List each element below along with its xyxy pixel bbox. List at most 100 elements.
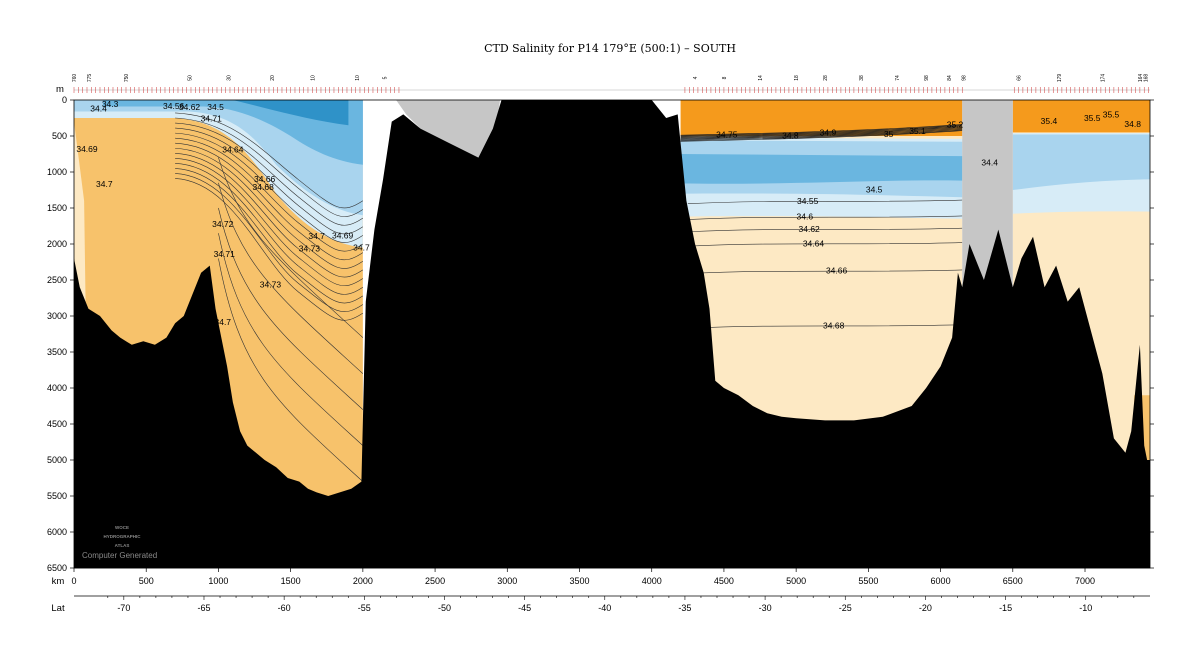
- latitude-tick-label: -65: [197, 603, 210, 613]
- contour-label: 34.4: [90, 103, 107, 113]
- contour-label: 34.4: [981, 158, 998, 168]
- contour-south-10: [175, 163, 364, 295]
- contour-label: 34.8: [1124, 119, 1141, 129]
- contour-label: 34.68: [253, 182, 275, 192]
- distance-tick-label: 4500: [714, 576, 734, 586]
- latitude-tick-label: -70: [117, 603, 130, 613]
- contour-label: 34.62: [799, 224, 821, 234]
- south-fresh-band-3: [102, 100, 363, 165]
- distance-tick-label: 5500: [858, 576, 878, 586]
- contour-label: 34.56: [163, 101, 185, 111]
- watermark-line-1: WOCE: [115, 525, 129, 530]
- contour-label: 34.64: [222, 145, 244, 155]
- contour-label: 35: [884, 129, 894, 139]
- far-north-saline-surface: [1012, 100, 1150, 133]
- station-label: 98: [924, 75, 930, 81]
- contour-south-8: [175, 152, 364, 278]
- depth-tick-label: 3000: [47, 311, 67, 321]
- distance-tick-label: 7000: [1075, 576, 1095, 586]
- contour-label: 35.1: [909, 126, 926, 136]
- station-label: 168: [1144, 74, 1150, 83]
- latitude-tick-label: -50: [438, 603, 451, 613]
- depth-tick-label: 6000: [47, 527, 67, 537]
- depth-tick-label: 2000: [47, 239, 67, 249]
- station-label: 10: [355, 75, 361, 81]
- latitude-tick-label: -20: [919, 603, 932, 613]
- depth-tick-label: 1500: [47, 203, 67, 213]
- contour-south-deep-0: [218, 157, 364, 338]
- contour-south-0: [175, 112, 364, 209]
- contour-label: 34.55: [797, 196, 819, 206]
- latitude-tick-label: -60: [278, 603, 291, 613]
- distance-tick-label: 500: [139, 576, 154, 586]
- contour-label: 34.8: [782, 130, 799, 140]
- contour-label: 34.69: [332, 230, 354, 240]
- contour-label: 35.5: [1103, 109, 1120, 119]
- station-label: 30: [227, 75, 233, 81]
- contour-north-3: [687, 242, 963, 247]
- station-label: 74: [895, 75, 901, 81]
- depth-axis: m 0 500 1000 1500 2000 2500 3000 3500 4000 4500 50…: [47, 84, 1154, 573]
- depth-tick-label: 2500: [47, 275, 67, 285]
- latitude-tick-label: -30: [759, 603, 772, 613]
- contour-label: 34.75: [716, 130, 738, 140]
- station-label: 38: [859, 75, 865, 81]
- depth-tick-label: 4000: [47, 383, 67, 393]
- distance-tick-label: 3500: [569, 576, 589, 586]
- depth-tick-label: 5500: [47, 491, 67, 501]
- contour-label: 34.72: [212, 219, 234, 229]
- station-label: 28: [823, 75, 829, 81]
- contour-south-6: [175, 142, 364, 261]
- contour-south-12: [175, 173, 364, 312]
- no-data-gap-1: [396, 100, 501, 165]
- distance-tick-label: 3000: [497, 576, 517, 586]
- contour-south-7: [175, 147, 364, 269]
- station-label: 50: [188, 75, 194, 81]
- contour-label: 35.5: [1084, 113, 1101, 123]
- latitude-axis-label: Lat: [51, 603, 65, 614]
- contour-north-halocline-4: [680, 127, 963, 140]
- depth-tick-label: 5000: [47, 455, 67, 465]
- station-label: 174: [1100, 74, 1106, 83]
- far-north-fresh-band-2: [1012, 134, 1150, 190]
- contour-label: 34.7: [214, 317, 231, 327]
- contour-south-deep-2: [218, 207, 364, 410]
- latitude-tick-label: -35: [678, 603, 691, 613]
- station-label: 8: [722, 76, 728, 79]
- woce-watermark: WOCE HYDROGRAPHIC ATLAS Computer Generat…: [82, 525, 157, 560]
- contour-north-halocline-2: [680, 125, 963, 138]
- contour-north-4: [687, 269, 963, 274]
- contour-south-3: [175, 127, 364, 235]
- depth-axis-label: m: [56, 84, 64, 95]
- station-label: 164: [1138, 74, 1144, 83]
- contour-label: 34.6: [797, 212, 814, 222]
- watermark-line-2: HYDROGRAPHIC: [103, 534, 141, 539]
- station-label: 4: [693, 76, 699, 79]
- contour-label: 34.7: [353, 243, 370, 253]
- contour-label: 34.7: [96, 179, 113, 189]
- contour-north-2: [687, 227, 963, 233]
- station-markers: 760 775 750 50 30 20 10 10 5 4 8 14 18 28 38 74 98 84 98 66…: [72, 74, 1150, 93]
- contour-south-5: [175, 137, 364, 252]
- latitude-axis: Lat -70 -65 -60 -55 -50 -45 -40 -35 -30 -25 -20 -15…: [51, 595, 1150, 614]
- contour-label: 34.62: [179, 102, 201, 112]
- depth-tick-label: 3500: [47, 347, 67, 357]
- watermark-line-3: ATLAS: [115, 543, 130, 548]
- distance-tick-label: 1000: [208, 576, 228, 586]
- watermark-caption: Computer Generated: [82, 551, 157, 560]
- contour-label: 34.3: [102, 99, 119, 109]
- station-label: 20: [270, 75, 276, 81]
- contour-label: 34.66: [826, 266, 848, 276]
- station-label: 179: [1057, 74, 1063, 83]
- depth-tick-label: 0: [62, 95, 67, 105]
- contour-south-4: [175, 132, 364, 243]
- distance-tick-label: 6000: [931, 576, 951, 586]
- contour-south-2: [175, 122, 364, 226]
- distance-tick-label: 2000: [353, 576, 373, 586]
- contour-label: 35.4: [1041, 116, 1058, 126]
- chart-title: CTD Salinity for P14 179°E (500:1) – SOU…: [484, 42, 736, 55]
- contour-north-0: [687, 199, 963, 204]
- south-low-salinity-wedge: [74, 121, 86, 309]
